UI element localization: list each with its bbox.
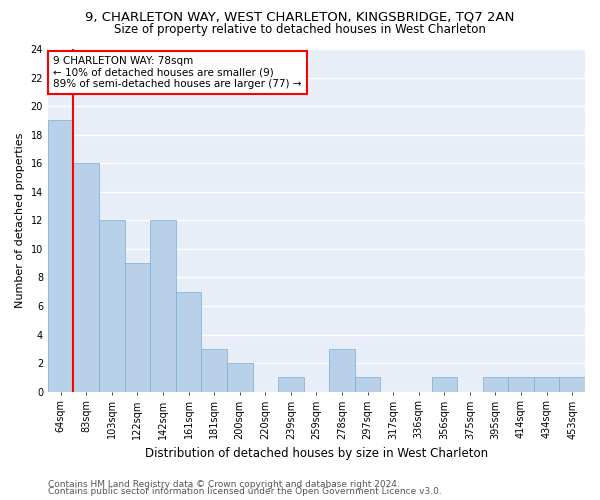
- Bar: [431, 378, 457, 392]
- Bar: [99, 220, 125, 392]
- Bar: [176, 292, 202, 392]
- Bar: [329, 349, 355, 392]
- Bar: [534, 378, 559, 392]
- Bar: [48, 120, 73, 392]
- Bar: [150, 220, 176, 392]
- X-axis label: Distribution of detached houses by size in West Charleton: Distribution of detached houses by size …: [145, 447, 488, 460]
- Bar: [202, 349, 227, 392]
- Bar: [278, 378, 304, 392]
- Bar: [559, 378, 585, 392]
- Bar: [227, 363, 253, 392]
- Bar: [508, 378, 534, 392]
- Bar: [125, 263, 150, 392]
- Text: 9, CHARLETON WAY, WEST CHARLETON, KINGSBRIDGE, TQ7 2AN: 9, CHARLETON WAY, WEST CHARLETON, KINGSB…: [85, 10, 515, 23]
- Bar: [73, 163, 99, 392]
- Text: Size of property relative to detached houses in West Charleton: Size of property relative to detached ho…: [114, 22, 486, 36]
- Text: 9 CHARLETON WAY: 78sqm
← 10% of detached houses are smaller (9)
89% of semi-deta: 9 CHARLETON WAY: 78sqm ← 10% of detached…: [53, 56, 302, 89]
- Text: Contains public sector information licensed under the Open Government Licence v3: Contains public sector information licen…: [48, 487, 442, 496]
- Y-axis label: Number of detached properties: Number of detached properties: [15, 132, 25, 308]
- Text: Contains HM Land Registry data © Crown copyright and database right 2024.: Contains HM Land Registry data © Crown c…: [48, 480, 400, 489]
- Bar: [482, 378, 508, 392]
- Bar: [355, 378, 380, 392]
